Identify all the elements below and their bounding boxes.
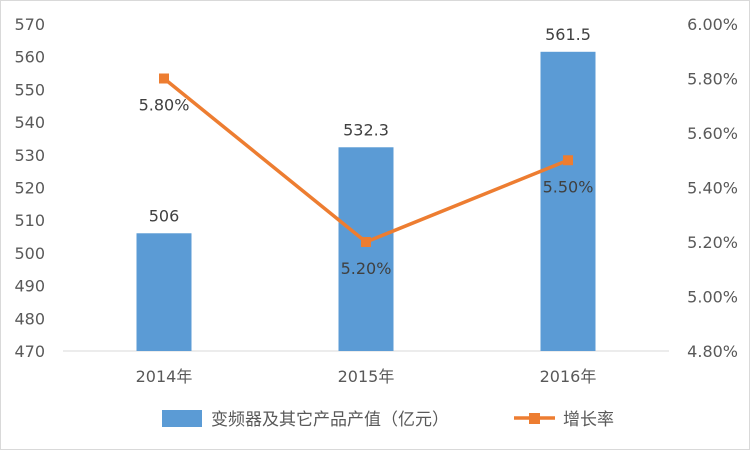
bar-value-label: 506 (149, 206, 180, 225)
left-axis-tick-label: 570 (14, 15, 45, 34)
bar (540, 51, 596, 352)
left-axis-tick-label: 510 (14, 211, 45, 230)
legend-swatch-marker (529, 413, 540, 424)
right-axis-tick-label: 5.60% (687, 124, 738, 143)
x-axis-tick-label: 2015年 (338, 367, 395, 386)
left-axis-tick-label: 480 (14, 309, 45, 328)
right-axis-tick-label: 5.00% (687, 288, 738, 307)
left-axis-tick-label: 490 (14, 277, 45, 296)
bar (136, 233, 192, 351)
right-axis-tick-label: 6.00% (687, 15, 738, 34)
growth-rate-label: 5.20% (341, 259, 392, 278)
growth-rate-marker (159, 73, 169, 84)
left-axis-tick-label: 470 (14, 342, 45, 361)
right-axis-tick-label: 5.40% (687, 179, 738, 198)
left-axis-tick-label: 520 (14, 179, 45, 198)
bar-value-label: 532.3 (343, 120, 389, 139)
left-axis-tick-label: 560 (14, 48, 45, 67)
right-axis-tick-label: 5.20% (687, 233, 738, 252)
bar (338, 147, 394, 351)
left-axis-tick-label: 500 (14, 244, 45, 263)
growth-rate-marker (563, 155, 573, 166)
left-axis-tick-label: 530 (14, 146, 45, 165)
right-axis-tick-label: 4.80% (687, 342, 738, 361)
legend-label-bar: 变频器及其它产品产值（亿元） (211, 410, 449, 430)
bar-value-label: 561.5 (545, 25, 591, 44)
left-axis-tick-label: 550 (14, 80, 45, 99)
growth-rate-label: 5.80% (139, 96, 190, 115)
x-axis-tick-label: 2014年 (136, 367, 193, 386)
legend-swatch-bar (162, 410, 202, 427)
right-axis-tick-label: 5.80% (687, 70, 738, 89)
growth-rate-label: 5.50% (543, 177, 594, 196)
left-axis-tick-label: 540 (14, 113, 45, 132)
x-axis-tick-label: 2016年 (540, 367, 597, 386)
growth-rate-marker (361, 237, 371, 247)
legend-label-line: 增长率 (563, 410, 614, 430)
